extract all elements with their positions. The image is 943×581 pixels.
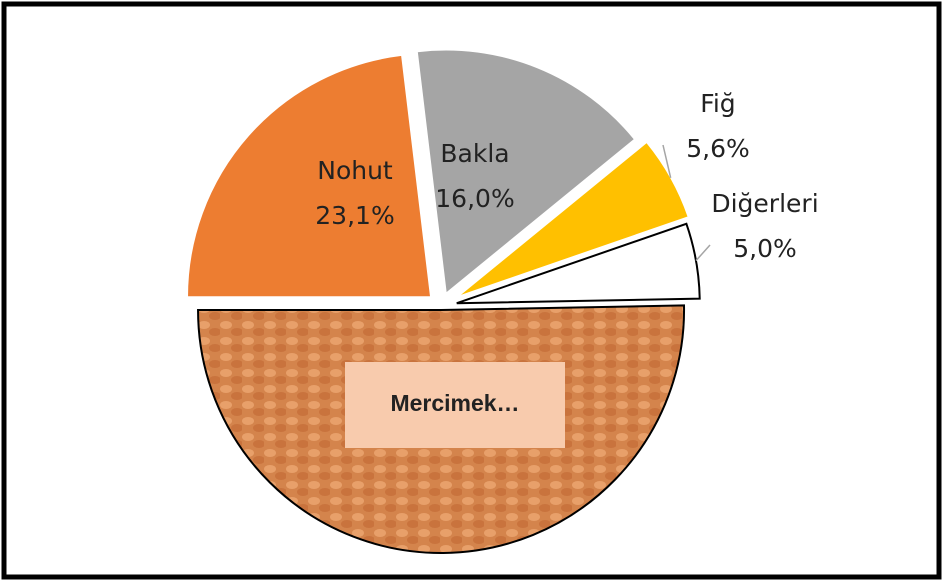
value-label: 23,1% [315,201,394,230]
value-label: 16,0% [435,184,514,213]
chart: Nohut 23,1% Bakla 16,0% Fiğ 5,6% Diğerleri 5,0%… [0,0,943,581]
value-label: 5,0% [733,234,797,263]
value-label: 5,6% [686,134,750,163]
slice-label: Bakla [440,139,509,168]
page: {"chart_data": {"type": "pie", "categori… [0,0,943,581]
slice-label: Mercimek… [390,390,519,416]
slice-label: Nohut [317,156,393,185]
slice-label: Diğerleri [711,189,818,218]
slice-label: Fiğ [700,89,735,118]
